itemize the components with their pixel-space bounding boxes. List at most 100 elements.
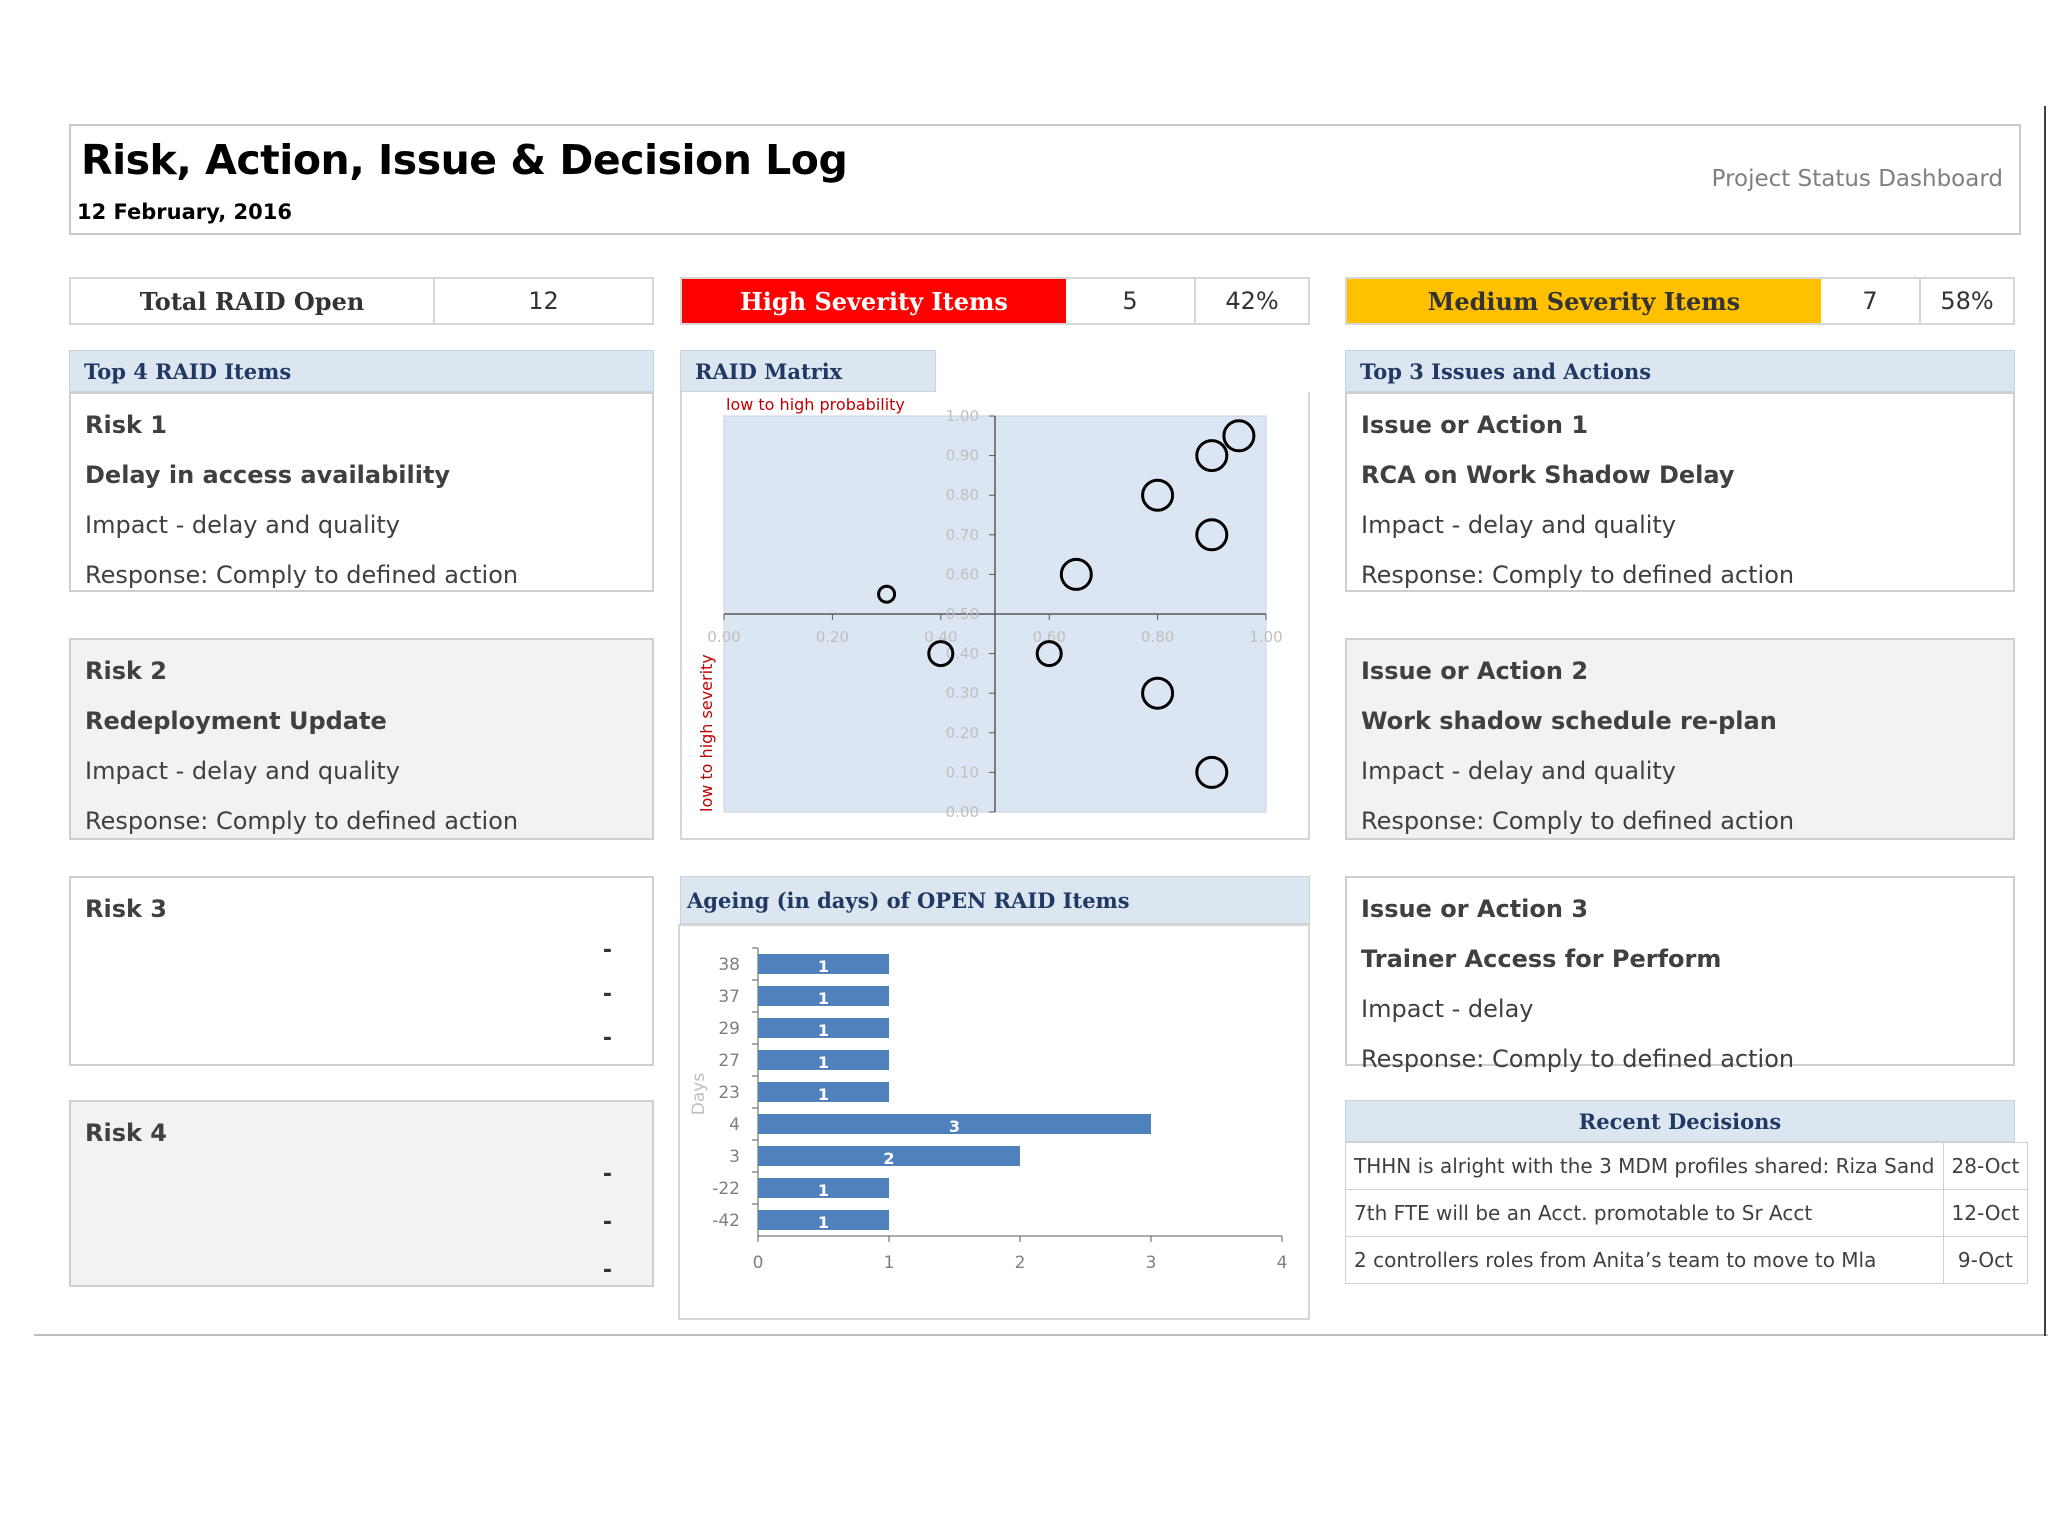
x-tick-label: 4 xyxy=(1277,1253,1288,1273)
issue-name: RCA on Work Shadow Delay xyxy=(1361,461,1735,489)
y-tick-label: 0.50 xyxy=(946,605,979,623)
data-label: 1 xyxy=(818,1181,829,1200)
x-tick-label: 2 xyxy=(1015,1253,1026,1273)
risk-card-3: Risk 3 - - - xyxy=(69,876,654,1066)
risk-name: Delay in access availability xyxy=(85,461,451,489)
issue-title: Issue or Action 2 xyxy=(1361,657,1589,685)
decisions-table-wrap: THHN is alright with the 3 MDM profiles … xyxy=(1345,1142,2029,1284)
x-tick-label: 3 xyxy=(1146,1253,1157,1273)
risk-name: Redeployment Update xyxy=(85,707,387,735)
issue-title: Issue or Action 3 xyxy=(1361,895,1589,923)
header-panel: Risk, Action, Issue & Decision Log 12 Fe… xyxy=(69,124,2021,235)
issue-name: Work shadow schedule re-plan xyxy=(1361,707,1777,735)
y-tick-label: -22 xyxy=(712,1179,740,1199)
scatter-point xyxy=(1141,676,1175,710)
right-rule xyxy=(2044,106,2046,1336)
x-tick-label: 0.40 xyxy=(924,628,957,646)
data-label: 1 xyxy=(818,1213,829,1232)
y-tick-label: 23 xyxy=(718,1083,740,1103)
risk-response: Response: Comply to defined action xyxy=(85,807,519,835)
kpi-high-value: 5 xyxy=(1066,279,1196,323)
y-tick-label: 0.30 xyxy=(946,684,979,702)
decision-text: THHN is alright with the 3 MDM profiles … xyxy=(1345,1142,1944,1190)
kpi-total-raid: Total RAID Open 12 xyxy=(69,277,654,325)
x-tick-label: 0.60 xyxy=(1032,628,1065,646)
kpi-medium-label: Medium Severity Items xyxy=(1347,279,1821,323)
top-raid-heading: Top 4 RAID Items xyxy=(69,350,654,392)
y-tick-label: 29 xyxy=(718,1019,740,1039)
decisions-table: THHN is alright with the 3 MDM profiles … xyxy=(1345,1142,2029,1284)
bar xyxy=(758,1018,889,1038)
issue-impact: Impact - delay xyxy=(1361,995,1534,1023)
scatter-point xyxy=(1035,640,1063,668)
risk-card-1: Risk 1 Delay in access availability Impa… xyxy=(69,392,654,592)
raid-matrix-chart: 0.00 0.20 0.40 0.60 0.80 1.00 0.00 0.10 0.20 0.30… xyxy=(680,392,1310,840)
scatter-point xyxy=(1141,478,1175,512)
y-tick-label: 4 xyxy=(729,1115,740,1135)
risk-title: Risk 4 xyxy=(85,1119,168,1147)
issue-response: Response: Comply to defined action xyxy=(1361,561,1795,589)
bar xyxy=(758,1210,889,1230)
risk-card-4: Risk 4 - - - xyxy=(69,1100,654,1287)
y-tick-label: 3 xyxy=(729,1147,740,1167)
bar xyxy=(758,1082,889,1102)
issue-response: Response: Comply to defined action xyxy=(1361,807,1795,835)
risk-title: Risk 1 xyxy=(85,411,168,439)
decision-text: 2 controllers roles from Anita’s team to… xyxy=(1345,1236,1944,1284)
risk-dash: - xyxy=(602,1258,612,1283)
decision-row: THHN is alright with the 3 MDM profiles … xyxy=(1345,1142,2029,1190)
kpi-medium-percent: 58% xyxy=(1940,287,1994,315)
ageing-heading: Ageing (in days) of OPEN RAID Items xyxy=(680,876,1310,924)
risk-title: Risk 3 xyxy=(85,895,168,923)
y-tick-label: 0.20 xyxy=(946,724,979,742)
kpi-medium-severity: Medium Severity Items 7 58% xyxy=(1345,277,2015,325)
y-tick-label: 0.10 xyxy=(946,763,979,781)
footer-rule xyxy=(34,1334,2048,1336)
risk-dash: - xyxy=(602,938,612,963)
dashboard-subtitle: Project Status Dashboard xyxy=(1711,166,2003,192)
risk-dash: - xyxy=(602,1026,612,1051)
decision-text: 7th FTE will be an Acct. promotable to S… xyxy=(1345,1189,1944,1237)
y-tick-label: 0.00 xyxy=(946,803,979,821)
risk-title: Risk 2 xyxy=(85,657,168,685)
y-tick-label: 0.60 xyxy=(946,565,979,583)
data-label: 1 xyxy=(818,1053,829,1072)
data-label: 3 xyxy=(949,1117,960,1136)
y-tick-label: 37 xyxy=(718,987,740,1007)
kpi-medium-value: 7 xyxy=(1821,279,1921,323)
data-label: 1 xyxy=(818,957,829,976)
issue-impact: Impact - delay and quality xyxy=(1361,511,1677,539)
scatter-point xyxy=(1195,439,1229,473)
bar xyxy=(758,954,889,974)
x-tick-label: 0.80 xyxy=(1141,628,1174,646)
bar xyxy=(758,1146,1020,1166)
data-label: 1 xyxy=(818,1021,829,1040)
risk-dash: - xyxy=(602,1210,612,1235)
x-tick-label: 1.00 xyxy=(1249,628,1282,646)
y-tick-label: 0.90 xyxy=(946,447,979,465)
issue-card-1: Issue or Action 1 RCA on Work Shadow Del… xyxy=(1345,392,2015,592)
scatter-point xyxy=(1195,755,1229,789)
data-label: 1 xyxy=(818,989,829,1008)
risk-dash: - xyxy=(602,1162,612,1187)
decision-date: 28-Oct xyxy=(1942,1142,2029,1190)
kpi-total-value: 12 xyxy=(528,287,559,315)
decision-row: 7th FTE will be an Acct. promotable to S… xyxy=(1345,1189,2029,1237)
x-tick-label: 1 xyxy=(884,1253,895,1273)
x-tick-label: 0.20 xyxy=(816,628,849,646)
bar xyxy=(758,986,889,1006)
y-axis-label: Days xyxy=(689,1073,709,1116)
risk-impact: Impact - delay and quality xyxy=(85,757,401,785)
page-title: Risk, Action, Issue & Decision Log xyxy=(81,136,848,184)
risk-response: Response: Comply to defined action xyxy=(85,561,519,589)
y-tick-label: 38 xyxy=(718,955,740,975)
bar xyxy=(758,1114,1151,1134)
decision-date: 12-Oct xyxy=(1942,1189,2029,1237)
y-tick-label: 0.70 xyxy=(946,526,979,544)
x-tick-label: 0 xyxy=(753,1253,764,1273)
issue-impact: Impact - delay and quality xyxy=(1361,757,1677,785)
scatter-point xyxy=(1195,518,1229,552)
issue-name: Trainer Access for Perform xyxy=(1361,945,1722,973)
data-label: 2 xyxy=(883,1149,894,1168)
